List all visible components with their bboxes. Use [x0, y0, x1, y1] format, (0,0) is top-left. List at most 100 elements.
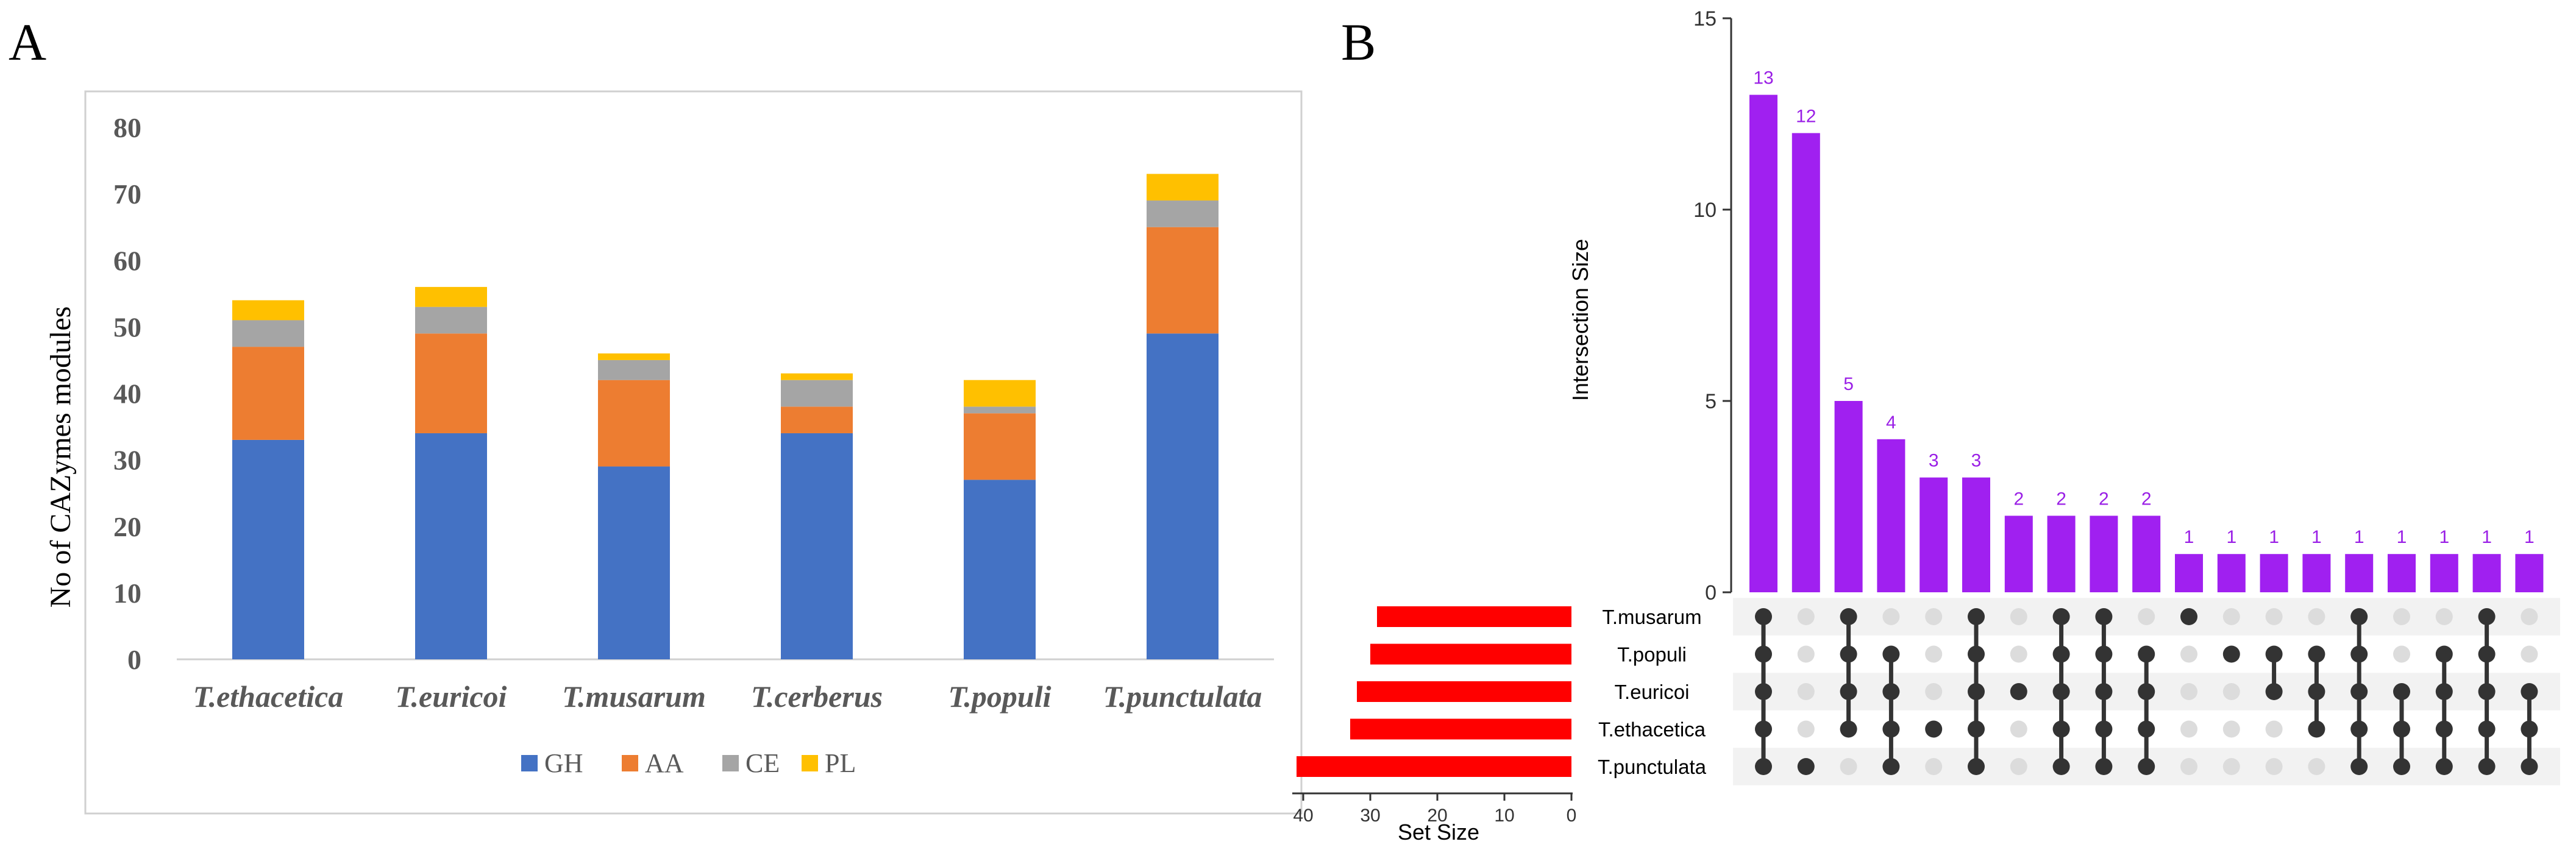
- matrix-dot-9-t-euricoi: [2095, 683, 2113, 700]
- matrix-dot-5-t-musarum: [1925, 608, 1943, 625]
- matrix-dot-8-t-punctulata: [2052, 758, 2070, 775]
- bar-ce-t-musarum: [598, 360, 670, 380]
- matrix-dot-1-t-punctulata: [1755, 758, 1772, 775]
- x-tick-label-t-punctulata: T.punctulata: [1103, 679, 1262, 714]
- upset-matrix-dots: [1755, 608, 2538, 775]
- matrix-dot-2-t-punctulata: [1797, 758, 1815, 775]
- matrix-dot-18-t-punctulata: [2478, 758, 2496, 775]
- matrix-dot-12-t-ethacetica: [2222, 720, 2240, 738]
- intersection-y-axis-label: Intersection Size: [1568, 239, 1593, 401]
- matrix-dot-17-t-euricoi: [2435, 683, 2453, 700]
- matrix-dot-15-t-euricoi: [2350, 683, 2368, 700]
- matrix-dot-17-t-musarum: [2435, 608, 2453, 625]
- matrix-dot-2-t-populi: [1797, 645, 1815, 663]
- intersection-bar-label-9: 2: [2099, 489, 2109, 509]
- set-name-t-euricoi: T.euricoi: [1615, 681, 1690, 703]
- matrix-dot-9-t-musarum: [2095, 608, 2113, 625]
- set-name-t-populi: T.populi: [1617, 643, 1687, 666]
- chart-a-y-axis-label: No of CAZymes modules: [44, 307, 77, 608]
- matrix-dot-11-t-musarum: [2180, 608, 2197, 625]
- matrix-dot-5-t-ethacetica: [1925, 720, 1943, 738]
- bar-ce-t-populi: [964, 406, 1036, 414]
- intersection-bar-17: [2430, 554, 2458, 592]
- matrix-dot-18-t-musarum: [2478, 608, 2496, 625]
- matrix-dot-11-t-ethacetica: [2180, 720, 2197, 738]
- matrix-dot-8-t-euricoi: [2052, 683, 2070, 700]
- legend-label-pl: PL: [825, 748, 856, 778]
- bar-pl-t-populi: [964, 380, 1036, 407]
- intersection-bar-19: [2515, 554, 2544, 592]
- matrix-dot-6-t-punctulata: [1968, 758, 1985, 775]
- matrix-dot-13-t-musarum: [2265, 608, 2283, 625]
- set-name-t-ethacetica: T.ethacetica: [1598, 718, 1706, 741]
- intersection-y-tick-label-5: 5: [1705, 390, 1717, 413]
- bar-ce-t-euricoi: [415, 307, 487, 334]
- bar-aa-t-euricoi: [415, 333, 487, 433]
- matrix-dot-13-t-populi: [2265, 645, 2283, 663]
- set-size-bar-t-populi: [1370, 643, 1571, 665]
- matrix-dot-10-t-punctulata: [2138, 758, 2155, 775]
- bar-gh-t-euricoi: [415, 433, 487, 659]
- matrix-dot-14-t-punctulata: [2308, 758, 2325, 775]
- bar-ce-t-ethacetica: [232, 320, 304, 347]
- matrix-dot-7-t-ethacetica: [2010, 720, 2027, 738]
- intersection-bar-14: [2302, 554, 2331, 592]
- set-size-bar-t-ethacetica: [1350, 718, 1571, 740]
- intersection-bar-label-8: 2: [2056, 489, 2066, 509]
- intersection-bar-15: [2345, 554, 2374, 592]
- matrix-dot-14-t-euricoi: [2308, 683, 2325, 700]
- matrix-dot-3-t-euricoi: [1840, 683, 1857, 700]
- matrix-dot-18-t-populi: [2478, 645, 2496, 663]
- bar-aa-t-populi: [964, 413, 1036, 480]
- set-size-bar-t-musarum: [1377, 606, 1571, 627]
- set-size-ticks: 40 30 20 10 0: [1293, 793, 1576, 826]
- matrix-dot-15-t-populi: [2350, 645, 2368, 663]
- set-name-t-musarum: T.musarum: [1602, 606, 1701, 628]
- matrix-dot-19-t-musarum: [2521, 608, 2538, 625]
- intersection-bar-label-10: 2: [2141, 489, 2152, 509]
- matrix-dot-3-t-populi: [1840, 645, 1857, 663]
- matrix-dot-12-t-euricoi: [2222, 683, 2240, 700]
- matrix-dot-19-t-populi: [2521, 645, 2538, 663]
- matrix-dot-5-t-populi: [1925, 645, 1943, 663]
- matrix-dot-16-t-punctulata: [2393, 758, 2410, 775]
- matrix-dot-16-t-ethacetica: [2393, 720, 2410, 738]
- matrix-dot-1-t-musarum: [1755, 608, 1772, 625]
- intersection-y-ticks: 0 5 10 15: [1693, 7, 1731, 604]
- x-tick-label-t-populi: T.populi: [948, 679, 1051, 714]
- matrix-dot-8-t-musarum: [2052, 608, 2070, 625]
- legend-label-ce: CE: [745, 748, 780, 778]
- panel-label-b: B: [1341, 13, 1376, 71]
- bar-aa-t-musarum: [598, 380, 670, 467]
- x-tick-label-t-musarum: T.musarum: [562, 679, 706, 714]
- matrix-dot-9-t-punctulata: [2095, 758, 2113, 775]
- matrix-dot-2-t-ethacetica: [1797, 720, 1815, 738]
- matrix-dot-2-t-musarum: [1797, 608, 1815, 625]
- matrix-dot-17-t-populi: [2435, 645, 2453, 663]
- matrix-dot-6-t-populi: [1968, 645, 1985, 663]
- chart-a-legend: GH AA CE PL: [521, 748, 856, 778]
- y-tick-label-80: 80: [113, 112, 141, 143]
- bar-pl-t-cerberus: [781, 373, 853, 380]
- matrix-dot-10-t-musarum: [2138, 608, 2155, 625]
- intersection-bar-2: [1791, 133, 1820, 592]
- intersection-bar-label-11: 1: [2184, 527, 2194, 547]
- matrix-dot-5-t-euricoi: [1925, 683, 1943, 700]
- bar-pl-t-euricoi: [415, 286, 487, 307]
- intersection-bar-label-16: 1: [2397, 527, 2407, 547]
- intersection-bar-label-4: 4: [1886, 413, 1896, 433]
- y-tick-label-10: 10: [113, 578, 141, 609]
- intersection-bar-10: [2132, 516, 2161, 592]
- matrix-dot-15-t-musarum: [2350, 608, 2368, 625]
- matrix-dot-3-t-musarum: [1840, 608, 1857, 625]
- intersection-y-tick-label-15: 15: [1693, 7, 1717, 30]
- intersection-bar-5: [1920, 477, 1948, 592]
- intersection-bar-label-3: 5: [1843, 374, 1854, 394]
- intersection-bar-label-19: 1: [2524, 527, 2535, 547]
- intersection-bar-16: [2388, 554, 2416, 592]
- matrix-dot-7-t-euricoi: [2010, 683, 2027, 700]
- y-tick-label-20: 20: [113, 511, 141, 542]
- matrix-dot-4-t-punctulata: [1882, 758, 1900, 775]
- matrix-dot-11-t-euricoi: [2180, 683, 2197, 700]
